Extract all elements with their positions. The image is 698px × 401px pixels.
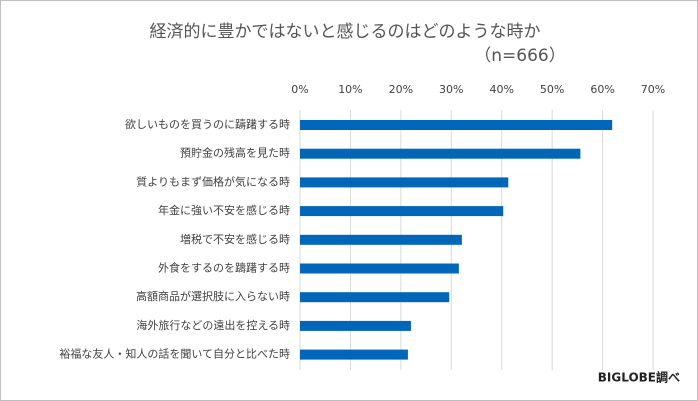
x-tick-label: 30% (439, 83, 463, 96)
bar (300, 320, 411, 331)
bar (300, 292, 450, 303)
y-tick-label: 年金に強い不安を感じる時 (158, 203, 290, 217)
y-tick-label: 増税で不安を感じる時 (180, 232, 290, 246)
x-tick-label: 20% (389, 83, 413, 96)
x-tick-label: 0% (291, 83, 308, 96)
y-tick-label: 海外旅行などの遠出を控える時 (136, 318, 290, 332)
bar (300, 177, 509, 188)
bar (300, 263, 459, 274)
y-tick-label: 高額商品が選択肢に入らない時 (136, 289, 290, 303)
bar (300, 148, 581, 159)
y-tick-label: 質よりもまず価格が気になる時 (136, 174, 290, 188)
x-tick-label: 60% (590, 83, 614, 96)
bar (300, 206, 504, 217)
bar (300, 349, 408, 360)
y-tick-label: 欲しいものを買うのに躊躇する時 (125, 117, 290, 131)
y-tick-label: 預貯金の残高を見た時 (180, 146, 290, 160)
x-tick-label: 50% (540, 83, 564, 96)
y-tick-label: 裕福な友人・知人の話を聞いて自分と比べた時 (59, 347, 290, 361)
bar (300, 234, 462, 245)
bar (300, 120, 613, 130)
chart-title: 経済的に豊かではないと感じるのはどのような時か (150, 22, 541, 42)
x-tick-label: 40% (489, 83, 513, 96)
x-tick-label: 10% (338, 83, 362, 96)
chart-subtitle: （n=666） (474, 46, 565, 66)
y-tick-label: 外食をするのを躊躇する時 (158, 261, 290, 275)
source-note: BIGLOBE調べ (598, 370, 680, 385)
x-tick-label: 70% (641, 83, 665, 96)
